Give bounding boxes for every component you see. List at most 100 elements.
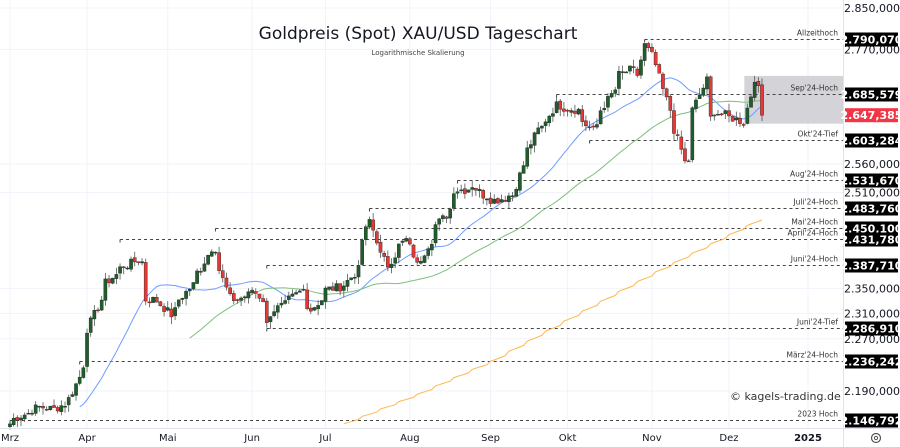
candle: [110, 277, 115, 285]
candle: [11, 413, 16, 427]
candle: [162, 303, 166, 317]
candle-body-down: [96, 309, 100, 312]
level-label: Juli'24-Hoch: [792, 198, 838, 207]
candle-body-up: [485, 198, 489, 201]
candle: [419, 256, 423, 265]
candle: [668, 94, 673, 118]
candle-body-down: [463, 188, 467, 194]
candle: [66, 394, 71, 412]
candle-body-up: [507, 195, 511, 203]
candle-body-up: [140, 261, 144, 264]
candle: [661, 72, 665, 96]
candle: [114, 267, 119, 285]
candle: [400, 240, 405, 246]
candle-body-up: [360, 239, 364, 265]
candle-body-down: [488, 197, 493, 204]
level-price-label: 2.387,710: [841, 260, 900, 273]
candle: [382, 250, 386, 262]
level-price-label: 2.790,070: [841, 34, 900, 47]
candle-body-up: [430, 244, 434, 251]
candle-body-down: [154, 297, 159, 303]
candle-body-down: [741, 124, 746, 126]
candle: [353, 273, 357, 284]
candle-body-up: [716, 113, 720, 116]
candle-body-up: [33, 404, 38, 414]
candle: [624, 71, 629, 74]
candle: [48, 405, 53, 411]
candle-body-up: [301, 288, 306, 291]
candle-body-down: [375, 231, 379, 244]
level-label: April'24-Hoch: [787, 229, 838, 238]
candle: [305, 283, 309, 311]
candle: [686, 159, 691, 163]
candle-body-up: [617, 71, 621, 89]
candle: [617, 65, 621, 96]
candle-body-up: [551, 113, 555, 117]
candle-body-up: [455, 191, 460, 194]
candle-body-up: [283, 300, 287, 304]
candle-body-down: [631, 66, 636, 69]
candle: [235, 298, 240, 304]
candle: [554, 96, 559, 114]
level-label: Mai'24-Hoch: [791, 218, 838, 227]
candle: [70, 391, 75, 398]
time-axis[interactable]: Mrz Apr Mai Jun Jul Aug Sep Okt Nov Dez 2025: [1, 433, 822, 444]
candle: [620, 65, 625, 80]
candle-body-up: [642, 43, 647, 61]
candle: [613, 86, 618, 97]
candle-body-up: [191, 282, 196, 289]
candle: [173, 302, 177, 321]
candle: [565, 108, 570, 117]
candle: [107, 274, 111, 288]
candle: [202, 257, 207, 272]
level-price-label: 2.450,100: [841, 223, 900, 236]
candle-body-up: [606, 96, 610, 108]
candle-body-up: [320, 300, 324, 306]
candle-body-up: [345, 280, 350, 287]
candle: [503, 195, 508, 203]
candle: [448, 207, 452, 224]
candle: [327, 286, 331, 292]
candle-body-up: [690, 107, 695, 161]
candle-body-up: [129, 258, 133, 270]
candle-body-down: [562, 108, 566, 112]
chart-title: Goldpreis (Spot) XAU/USD Tageschart: [259, 24, 578, 44]
y-tick-label: 2.560,000: [844, 158, 900, 171]
candle-body-up: [397, 243, 401, 258]
candle: [59, 400, 64, 416]
candle: [749, 94, 753, 108]
candle-body-up: [184, 291, 188, 299]
price-axis[interactable]: 2.850,000 2.770,000 2.560,000 2.510,000 2.35…: [841, 2, 900, 428]
gear-icon[interactable]: [870, 432, 882, 444]
candle: [320, 300, 324, 306]
candle-body-down: [481, 190, 486, 199]
candle: [165, 301, 170, 312]
candle: [437, 217, 441, 231]
candle-body-up: [213, 251, 218, 254]
candle: [283, 294, 287, 305]
candle-body-down: [107, 278, 111, 284]
candle-body-down: [587, 126, 592, 129]
candle: [195, 268, 199, 284]
x-tick-label: Dez: [719, 433, 738, 444]
candle-body-up: [103, 278, 108, 301]
candle-body-up: [209, 251, 214, 257]
candle-body-up: [400, 240, 405, 243]
level-label: Okt'24-Tief: [798, 130, 839, 139]
candle: [37, 405, 42, 412]
candle: [756, 77, 761, 93]
candle: [760, 78, 764, 122]
candle: [738, 112, 742, 127]
candle: [646, 41, 651, 52]
candle: [118, 263, 122, 280]
candle: [312, 306, 317, 312]
x-tick-label: Aug: [400, 433, 420, 444]
level-label: Juni'24-Tief: [796, 318, 838, 327]
candle: [426, 246, 430, 260]
level-price-box: [845, 201, 898, 216]
candle-body-up: [70, 394, 75, 397]
candle: [694, 97, 698, 113]
candle: [664, 87, 669, 101]
candle: [231, 290, 236, 304]
level-price-box: [845, 232, 898, 247]
